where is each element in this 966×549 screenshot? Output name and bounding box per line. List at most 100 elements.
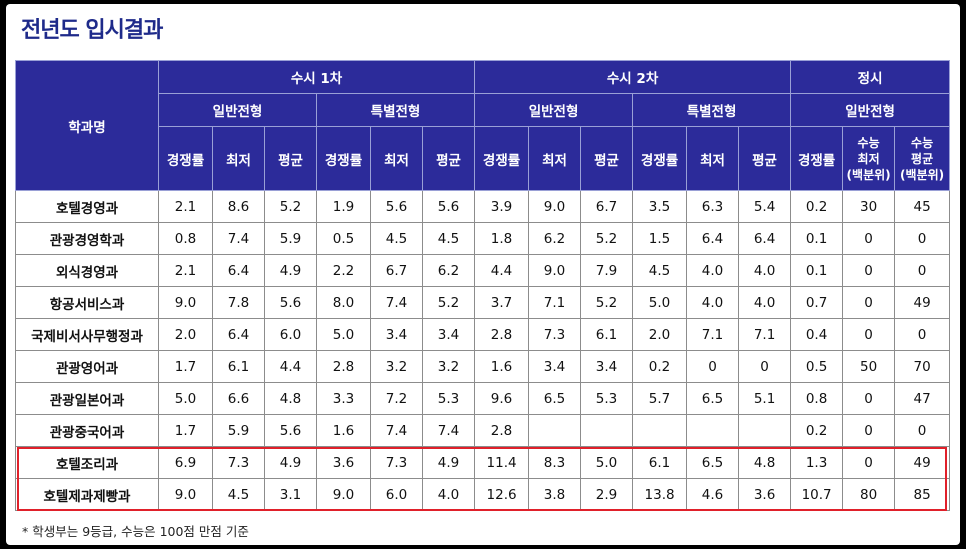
header-avg: 평균 [738,126,792,191]
value-cell: 6.7 [580,190,634,223]
value-cell: 0 [842,318,896,351]
value-cell: 4.0 [738,254,792,287]
value-cell: 4.8 [738,446,792,479]
value-cell: 4.4 [264,350,317,383]
value-cell: 1.6 [316,414,371,447]
value-cell: 1.7 [158,414,213,447]
value-cell: 7.4 [421,414,476,447]
value-cell: 3.3 [316,382,371,415]
value-cell: 7.3 [212,446,265,479]
value-cell: 6.4 [212,254,265,287]
value-cell: 0.8 [790,382,844,415]
value-cell: 5.2 [421,286,476,319]
header-jeongsi: 정시 [790,60,951,94]
value-cell: 0 [842,222,896,255]
value-cell: 4.6 [686,478,740,511]
value-cell: 5.0 [316,318,371,351]
value-cell: 0 [738,350,792,383]
value-cell: 0 [686,350,740,383]
header-sn-avg-line2: 평균 [911,151,934,166]
value-cell: 7.1 [738,318,792,351]
value-cell: 1.7 [158,350,213,383]
header-rate: 경쟁률 [158,126,213,191]
table-body: 호텔경영과 2.1 8.6 5.2 1.9 5.6 5.6 3.9 9.0 6.7 3.5 6.3 5.… [15,190,951,511]
value-cell: 0 [842,414,896,447]
page-title: 전년도 입시결과 [21,18,163,43]
value-cell: 0.8 [158,222,213,255]
value-cell: 5.0 [632,286,688,319]
table-row: 호텔조리과 6.9 7.3 4.9 3.6 7.3 4.9 11.4 8.3 5.0 6.1 6.5 4… [15,446,951,479]
value-cell: 10.7 [790,478,844,511]
value-cell: 3.4 [370,318,423,351]
value-cell: 2.2 [316,254,371,287]
value-cell: 0.2 [632,350,688,383]
value-cell: 6.0 [370,478,423,511]
value-cell: 6.1 [212,350,265,383]
value-cell: 4.9 [264,446,317,479]
value-cell: 0.7 [790,286,844,319]
value-cell: 7.8 [212,286,265,319]
footnote: * 학생부는 9등급, 수능은 100점 만점 기준 [22,524,249,539]
value-cell: 2.1 [158,190,213,223]
value-cell: 47 [894,382,951,415]
header-susi1-general: 일반전형 [158,93,317,127]
page-frame: 전년도 입시결과 학과명 수시 1차 수시 2차 정시 일반전형 특별전형 일반… [6,4,960,545]
value-cell: 3.2 [421,350,476,383]
value-cell: 9.0 [528,190,582,223]
value-cell: 4.0 [738,286,792,319]
header-rate: 경쟁률 [632,126,688,191]
value-cell: 9.6 [474,382,530,415]
value-cell: 5.3 [421,382,476,415]
header-sn-avg: 수능 평균 (백분위) [894,126,951,191]
value-cell: 4.5 [632,254,688,287]
value-cell: 5.0 [158,382,213,415]
value-cell: 5.2 [580,222,634,255]
value-cell: 3.4 [421,318,476,351]
value-cell: 2.8 [316,350,371,383]
value-cell: 9.0 [316,478,371,511]
header-min: 최저 [370,126,423,191]
value-cell: 49 [894,446,951,479]
value-cell: 6.2 [421,254,476,287]
value-cell: 11.4 [474,446,530,479]
value-cell: 2.8 [474,318,530,351]
table-row: 관광중국어과 1.7 5.9 5.6 1.6 7.4 7.4 2.8 0.2 0 0 [15,414,951,447]
value-cell: 0 [842,446,896,479]
value-cell: 3.7 [474,286,530,319]
dept-name-cell: 호텔경영과 [15,190,159,223]
value-cell: 5.9 [264,222,317,255]
value-cell: 7.3 [528,318,582,351]
value-cell [580,414,634,447]
header-sn-avg-pct: (백분위) [900,167,945,182]
value-cell: 4.0 [421,478,476,511]
table-row: 국제비서사무행정과 2.0 6.4 6.0 5.0 3.4 3.4 2.8 7.3 6.1 2.0 7… [15,318,951,351]
table-row: 항공서비스과 9.0 7.8 5.6 8.0 7.4 5.2 3.7 7.1 5.2 5.0 4.0 4… [15,286,951,319]
value-cell: 8.6 [212,190,265,223]
value-cell: 0 [894,222,951,255]
table-row: 외식경영과 2.1 6.4 4.9 2.2 6.7 6.2 4.4 9.0 7.9 4.5 4.0 4.… [15,254,951,287]
value-cell: 85 [894,478,951,511]
value-cell: 6.5 [686,446,740,479]
value-cell: 1.5 [632,222,688,255]
admission-results-table: 학과명 수시 1차 수시 2차 정시 일반전형 특별전형 일반전형 특별전형 일… [15,60,951,511]
value-cell: 2.8 [474,414,530,447]
header-min: 최저 [528,126,582,191]
value-cell: 6.5 [686,382,740,415]
value-cell [686,414,740,447]
header-rate: 경쟁률 [316,126,371,191]
table-row: 관광일본어과 5.0 6.6 4.8 3.3 7.2 5.3 9.6 6.5 5.3 5.7 6.5 5… [15,382,951,415]
value-cell: 5.7 [632,382,688,415]
header-rate: 경쟁률 [474,126,530,191]
value-cell: 3.6 [738,478,792,511]
value-cell: 3.4 [580,350,634,383]
value-cell: 2.0 [158,318,213,351]
dept-name-cell: 관광영어과 [15,350,159,383]
value-cell: 4.5 [212,478,265,511]
value-cell: 30 [842,190,896,223]
value-cell: 1.6 [474,350,530,383]
value-cell: 7.4 [370,286,423,319]
value-cell: 0 [842,382,896,415]
value-cell: 0 [842,254,896,287]
dept-name-cell: 관광중국어과 [15,414,159,447]
value-cell: 9.0 [528,254,582,287]
